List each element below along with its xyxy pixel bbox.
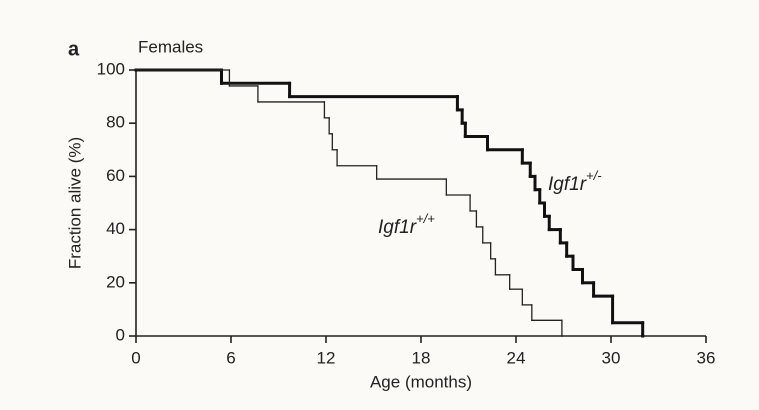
x-tick-label: 36 (697, 348, 716, 367)
y-tick-label: 60 (106, 166, 125, 185)
y-tick-label: 100 (97, 59, 125, 78)
series-label: Igf1r+/- (548, 168, 602, 195)
y-tick-label: 80 (106, 113, 125, 132)
series-superscript: +/+ (416, 211, 435, 226)
chart-title: Females (138, 37, 203, 56)
series-label: Igf1r+/+ (378, 211, 435, 238)
x-tick-label: 12 (317, 348, 336, 367)
x-axis-label: Age (months) (370, 372, 472, 391)
y-tick-label: 40 (106, 219, 125, 238)
series-name: Igf1r (548, 174, 587, 195)
series-name: Igf1r (378, 217, 417, 238)
y-tick-label: 0 (116, 325, 125, 344)
panel-label: a (68, 38, 80, 60)
x-tick-label: 30 (602, 348, 621, 367)
x-tick-label: 18 (412, 348, 431, 367)
y-axis-label: Fraction alive (%) (65, 137, 84, 269)
x-tick-label: 24 (507, 348, 526, 367)
x-tick-label: 6 (226, 348, 235, 367)
series-superscript: +/- (586, 168, 602, 183)
y-tick-label: 20 (106, 272, 125, 291)
x-tick-label: 0 (131, 348, 140, 367)
